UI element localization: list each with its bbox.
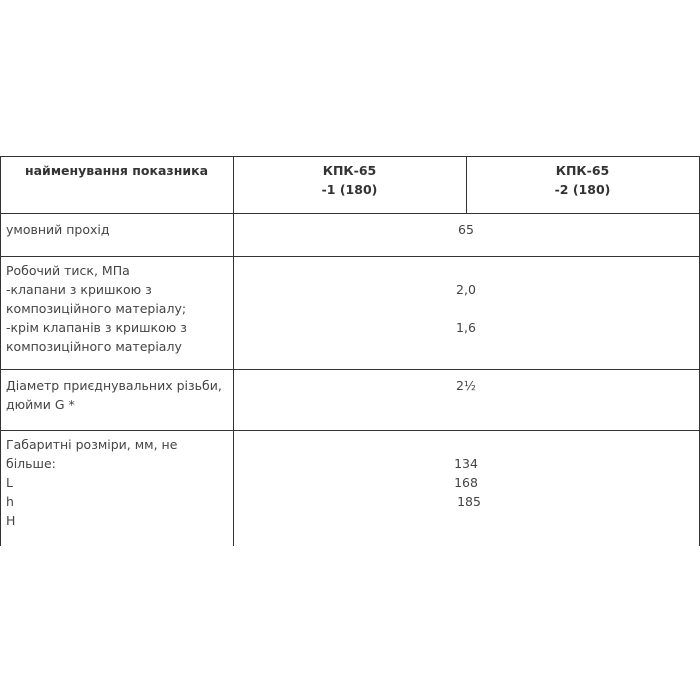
row-label: Робочий тиск, МПа -клапани з кришкою з к… (6, 261, 187, 356)
header-model-1-line: КПК-65 (322, 163, 377, 178)
label-line: композиційного матеріалу; (6, 301, 187, 316)
header-name: найменування показника (24, 163, 209, 178)
label-line: Габаритні розміри, мм, не (6, 437, 178, 452)
header-model-1: КПК-65 -1 (180) (233, 161, 466, 199)
header-model-2-line: КПК-65 (555, 163, 610, 178)
header-column-divider (466, 156, 467, 213)
header-model-2: КПК-65 -2 (180) (466, 161, 699, 199)
label-line: h (6, 494, 14, 509)
value-line: 134 (454, 456, 478, 471)
value-line: 185 (457, 494, 481, 509)
column-divider (233, 156, 234, 546)
label-line: композиційного матеріалу (6, 339, 182, 354)
table-border-left (0, 156, 1, 546)
label-line: -крім клапанів з кришкою з (6, 320, 187, 335)
row-value: 134 168 185 (233, 454, 699, 511)
label-line: більше: (6, 456, 56, 471)
row-value: 65 (458, 222, 474, 237)
row-divider (0, 430, 700, 431)
header-model-1-line: -1 (180) (321, 182, 378, 197)
table-border-top (0, 156, 700, 157)
row-value: 1,6 (456, 320, 476, 335)
value-line: 168 (454, 475, 478, 490)
row-label: умовний прохід (6, 222, 110, 237)
row-label: Діаметр приєднувальних різьби, дюйми G * (6, 376, 222, 414)
row-divider (0, 213, 700, 214)
label-line: Діаметр приєднувальних різьби, (6, 378, 222, 393)
label-line: -клапани з кришкою з (6, 282, 152, 297)
label-line: L (6, 475, 13, 490)
header-model-2-line: -2 (180) (554, 182, 611, 197)
label-line: дюйми G * (6, 397, 75, 412)
label-line: Робочий тиск, МПа (6, 263, 130, 278)
row-divider (0, 256, 700, 257)
row-divider (0, 369, 700, 370)
row-label: Габаритні розміри, мм, не більше: L h H (6, 435, 177, 530)
label-line: H (6, 513, 16, 528)
row-value: 2½ (455, 378, 477, 393)
row-value: 2,0 (456, 282, 476, 297)
